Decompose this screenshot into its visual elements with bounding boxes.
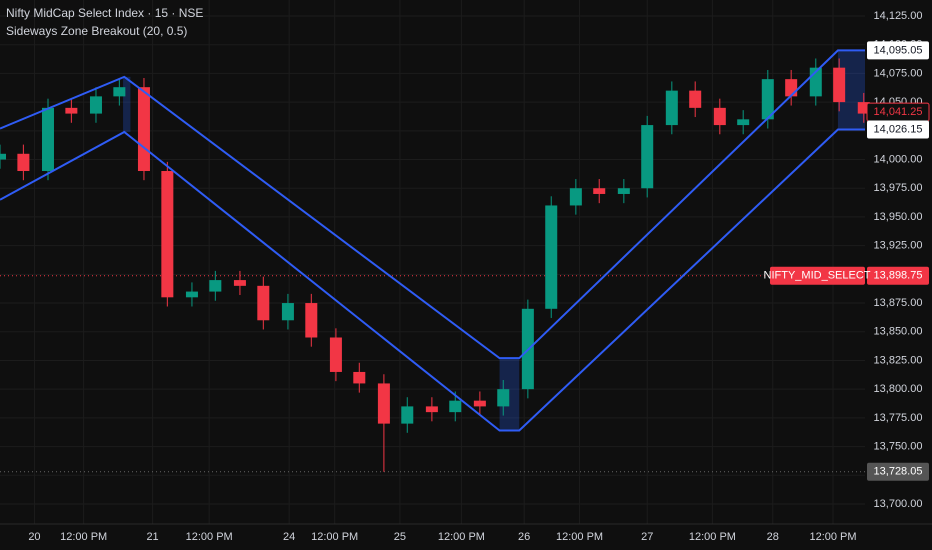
x-tick-label: 12:00 PM — [689, 531, 736, 543]
price-marker-label: 14,041.25 — [874, 106, 923, 118]
price-marker-label: 13,898.75 — [874, 270, 923, 282]
price-marker — [867, 41, 929, 60]
plot — [0, 0, 870, 524]
y-tick-label: 13,750.00 — [874, 440, 923, 452]
chart-title: Nifty MidCap Select Index · 15 · NSE — [6, 6, 203, 20]
x-tick-label: 12:00 PM — [556, 531, 603, 543]
y-tick-label: 13,875.00 — [874, 297, 923, 309]
y-tick-label: 13,800.00 — [874, 383, 923, 395]
candle-body — [353, 371, 366, 384]
price-marker — [867, 462, 929, 481]
candle-body — [377, 383, 390, 424]
y-tick-label: 13,850.00 — [874, 326, 923, 338]
x-tick-label: 12:00 PM — [60, 531, 107, 543]
candle-body — [761, 79, 774, 120]
y-tick-label: 13,925.00 — [874, 240, 923, 252]
y-tick-label: 13,825.00 — [874, 354, 923, 366]
x-tick-label: 27 — [641, 531, 653, 543]
candle-body — [785, 79, 798, 97]
candle-body — [617, 188, 630, 194]
y-tick-label: 13,775.00 — [874, 412, 923, 424]
zone — [499, 358, 520, 431]
candle-body — [401, 406, 414, 424]
price-marker-label: 14,095.05 — [874, 44, 923, 56]
channel-line — [0, 128, 865, 432]
x-tick-label: 20 — [28, 531, 40, 543]
x-tick-label: 12:00 PM — [809, 531, 856, 543]
candle-body — [281, 303, 294, 321]
y-tick-label: 13,950.00 — [874, 211, 923, 223]
symbol-marker — [770, 266, 865, 285]
channel-line — [0, 49, 865, 360]
candle-body — [89, 96, 102, 114]
zone — [123, 76, 131, 132]
x-tick-label: 12:00 PM — [311, 531, 358, 543]
symbol-label: NIFTY_MID_SELECT — [764, 270, 871, 282]
candle-body — [161, 171, 174, 298]
x-tick-label: 12:00 PM — [186, 531, 233, 543]
candle-body — [569, 188, 582, 206]
candle-body — [713, 107, 726, 126]
candle-body — [497, 389, 510, 407]
candle-body — [449, 400, 462, 413]
x-tick-label: 21 — [146, 531, 158, 543]
x-tick-label: 25 — [394, 531, 406, 543]
y-tick-label: 13,975.00 — [874, 182, 923, 194]
candle-body — [65, 107, 78, 114]
candle-body — [329, 337, 342, 372]
candle-body — [689, 90, 702, 108]
candle-body — [545, 205, 558, 309]
candle-body — [233, 280, 246, 286]
price-marker-label: 13,728.05 — [874, 466, 923, 478]
candle-body — [425, 406, 438, 413]
candle-body — [737, 119, 750, 126]
candle-body — [113, 87, 126, 97]
x-tick-label: 24 — [283, 531, 295, 543]
price-marker — [867, 120, 929, 139]
candle-body — [473, 400, 486, 407]
candle-body — [257, 285, 270, 321]
y-tick-label: 13,700.00 — [874, 498, 923, 510]
candle-body — [305, 303, 318, 338]
candle-body — [0, 153, 6, 160]
x-tick-label: 12:00 PM — [438, 531, 485, 543]
x-tick-label: 28 — [767, 531, 779, 543]
indicator-name: Sideways Zone Breakout (20, 0.5) — [6, 24, 187, 38]
price-marker-label: 14,026.15 — [874, 123, 923, 135]
candle-body — [185, 291, 198, 298]
y-tick-label: 14,125.00 — [874, 10, 923, 22]
price-marker — [867, 266, 929, 285]
candle-body — [857, 102, 870, 114]
candle-body — [41, 107, 54, 172]
candle-body — [17, 153, 30, 172]
candle-body — [593, 188, 606, 194]
candle-body — [665, 90, 678, 126]
candle-body — [137, 87, 150, 172]
y-tick-label: 14,075.00 — [874, 67, 923, 79]
x-tick-label: 26 — [518, 531, 530, 543]
y-tick-label: 14,000.00 — [874, 153, 923, 165]
candle-body — [641, 125, 654, 189]
candle-body — [833, 67, 846, 103]
candle-body — [209, 280, 222, 292]
